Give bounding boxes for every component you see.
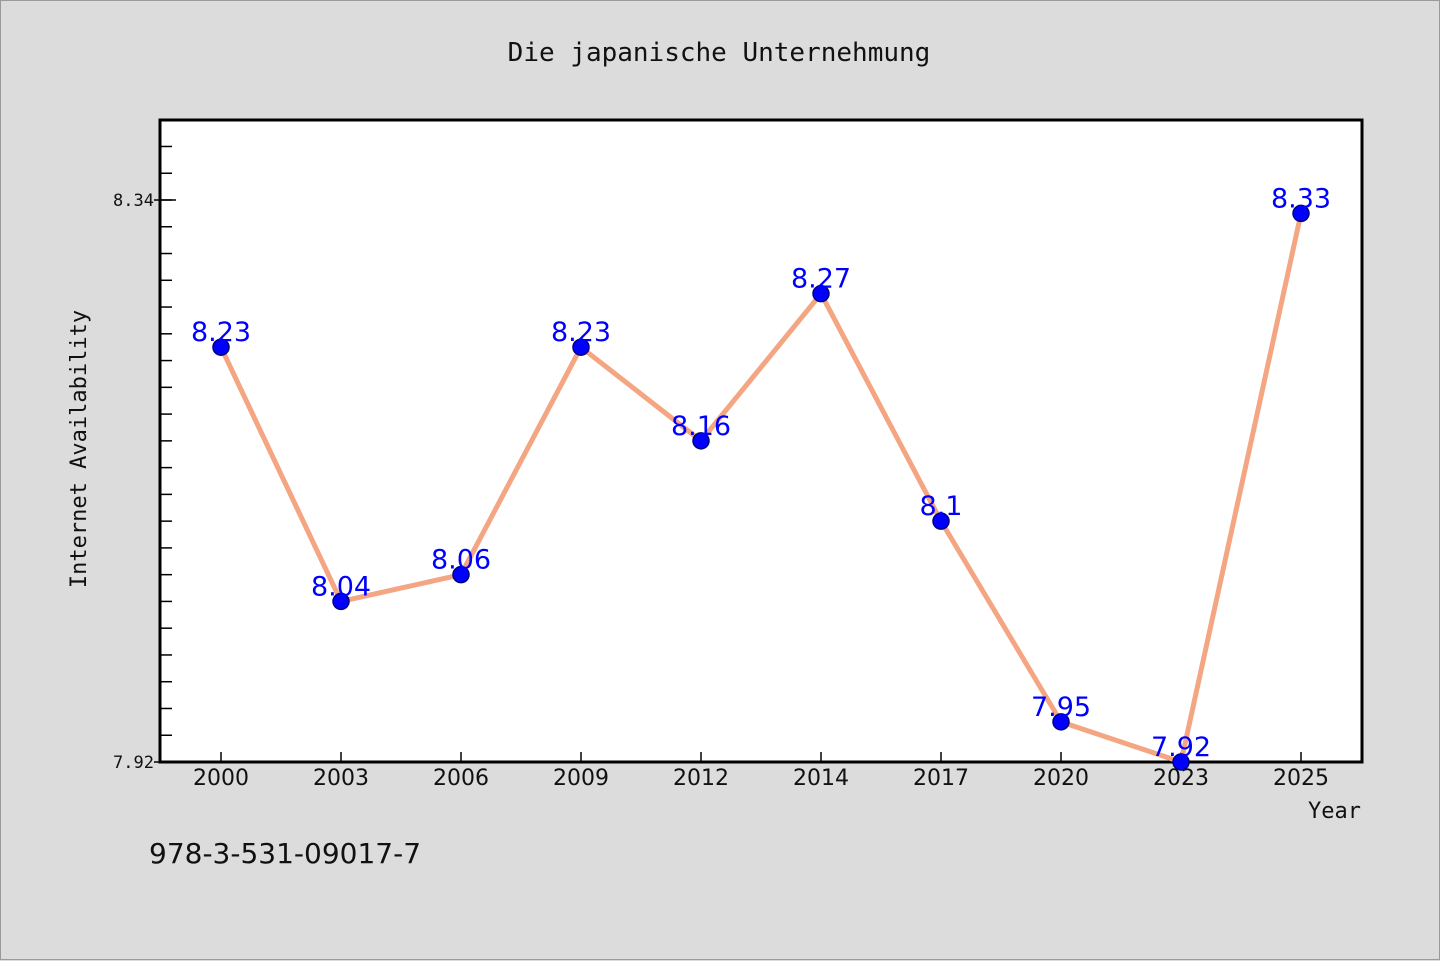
data-label: 8.04 (311, 571, 371, 602)
data-point (812, 284, 830, 303)
data-label: 8.06 (431, 545, 491, 576)
data-point (1292, 204, 1310, 223)
data-label: 8.23 (191, 317, 251, 348)
data-point (1052, 713, 1070, 731)
data-point (572, 338, 590, 356)
y-tick-label: 8.34 (113, 191, 154, 211)
x-axis-ticks: 2000 2003 2006 2009 2012 2014 2017 2020 2023 2025 (193, 752, 1329, 791)
data-point (452, 565, 470, 584)
x-tick-label: 2006 (433, 766, 489, 791)
isbn-annotation: 978-3-531-09017-7 (149, 837, 421, 870)
x-tick-label: 2012 (673, 766, 729, 791)
y-axis-label: Internet Availability (67, 310, 92, 588)
data-label: 8.16 (671, 411, 731, 442)
data-point (212, 338, 230, 356)
data-label: 8.33 (1271, 183, 1331, 214)
data-label: 8.27 (791, 264, 851, 295)
x-tick-label: 2017 (913, 766, 969, 791)
x-tick-label: 2009 (553, 766, 609, 791)
x-tick-label: 2014 (793, 766, 849, 791)
data-label: 7.92 (1151, 732, 1211, 763)
plot-area (158, 118, 1364, 764)
data-label: 7.95 (1031, 692, 1091, 723)
data-point (692, 432, 710, 450)
y-axis-ticks: 7.92 8.34 (113, 145, 176, 773)
data-label: 8.23 (551, 317, 611, 348)
x-tick-label: 2025 (1273, 766, 1329, 791)
data-point (332, 592, 350, 611)
chart-title: Die japanische Unternehmung (508, 38, 931, 68)
x-tick-label: 2003 (313, 766, 369, 791)
data-point (932, 512, 950, 530)
x-tick-label: 2020 (1033, 766, 1089, 791)
series-layer: 8.23 8.04 8.06 8.23 8.16 8.27 8.1 7.95 7.92 8.33 (191, 183, 1331, 771)
x-tick-label: 2000 (193, 766, 249, 791)
y-tick-label: 7.92 (113, 753, 154, 773)
x-axis-label: Year (1308, 799, 1361, 824)
data-point (1172, 753, 1190, 771)
data-label: 8.1 (920, 491, 963, 522)
series-line (218, 210, 1304, 765)
